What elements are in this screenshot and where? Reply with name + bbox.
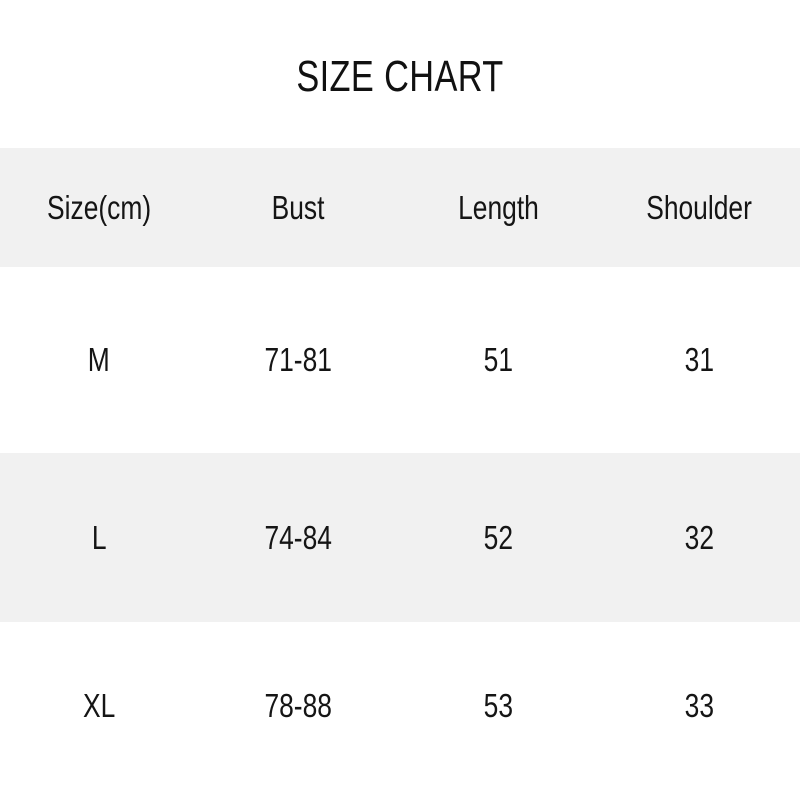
- cell-shoulder-value: 31: [684, 341, 714, 378]
- column-header-bust-label: Bust: [271, 188, 325, 226]
- column-header-shoulder-label: Shoulder: [646, 188, 752, 226]
- cell-length-value: 52: [483, 518, 513, 556]
- table-header: Size(cm) Bust Length Shoulder: [0, 148, 800, 267]
- cell-bust-value: 71-81: [264, 341, 332, 378]
- cell-length: 51: [398, 267, 598, 453]
- cell-shoulder: 32: [598, 453, 800, 622]
- cell-length-value: 53: [483, 687, 513, 724]
- table-body: M 71-81 51 31 L 74-84: [0, 267, 800, 790]
- cell-length-value: 51: [483, 341, 513, 378]
- table-row: L 74-84 52 32: [0, 453, 800, 622]
- cell-size-value: M: [88, 341, 110, 378]
- column-header-shoulder: Shoulder: [598, 148, 800, 267]
- cell-bust-value: 78-88: [264, 687, 332, 724]
- column-header-bust: Bust: [198, 148, 398, 267]
- column-header-size-label: Size(cm): [46, 188, 152, 226]
- cell-shoulder: 33: [598, 622, 800, 790]
- cell-size: L: [0, 453, 198, 622]
- cell-shoulder: 31: [598, 267, 800, 453]
- column-header-length: Length: [398, 148, 598, 267]
- column-header-length-label: Length: [457, 188, 539, 226]
- page-title: SIZE CHART: [296, 52, 504, 101]
- cell-bust: 71-81: [198, 267, 398, 453]
- table-row: XL 78-88 53 33: [0, 622, 800, 790]
- cell-size-value: XL: [82, 687, 116, 724]
- size-chart-table: Size(cm) Bust Length Shoulder M 71: [0, 148, 800, 790]
- table-row: M 71-81 51 31: [0, 267, 800, 453]
- cell-size: XL: [0, 622, 198, 790]
- cell-size-value: L: [91, 518, 107, 556]
- cell-size: M: [0, 267, 198, 453]
- cell-shoulder-value: 32: [684, 518, 714, 556]
- column-header-size: Size(cm): [0, 148, 198, 267]
- cell-bust: 78-88: [198, 622, 398, 790]
- cell-length: 52: [398, 453, 598, 622]
- cell-bust: 74-84: [198, 453, 398, 622]
- table-header-row: Size(cm) Bust Length Shoulder: [0, 148, 800, 267]
- cell-shoulder-value: 33: [684, 687, 714, 724]
- cell-bust-value: 74-84: [264, 518, 332, 556]
- cell-length: 53: [398, 622, 598, 790]
